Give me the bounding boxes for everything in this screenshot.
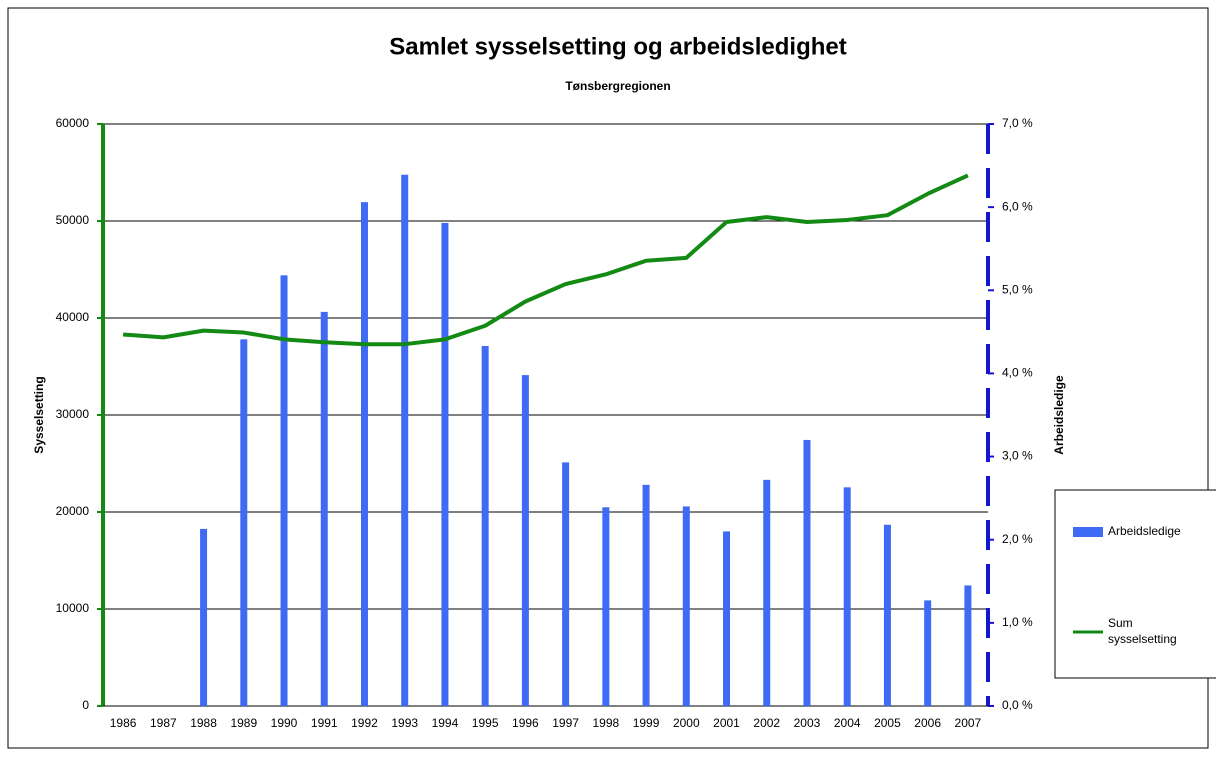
x-tick-label: 2004 [834,716,861,730]
y2-tick-label: 7,0 % [1002,116,1033,130]
x-tick-label: 1986 [110,716,137,730]
y2-tick-label: 4,0 % [1002,366,1033,380]
bar [320,311,328,706]
bar [280,275,288,706]
y-tick-label: 40000 [56,310,90,324]
bar [441,222,449,706]
x-tick-label: 1995 [472,716,499,730]
x-tick-label: 2006 [914,716,941,730]
x-tick-label: 1990 [271,716,298,730]
bar [723,531,731,706]
x-tick-label: 1997 [552,716,579,730]
x-tick-label: 2002 [753,716,780,730]
bar [360,202,368,706]
x-tick-label: 1993 [391,716,418,730]
y-tick-label: 50000 [56,213,90,227]
legend-box [1054,489,1216,679]
chart-subtitle: Tønsbergregionen [565,79,670,93]
chart-title: Samlet sysselsetting og arbeidsledighet [389,33,846,60]
x-tick-label: 1994 [432,716,459,730]
bar [481,345,489,706]
y-tick-label: 0 [82,698,89,712]
x-tick-label: 1987 [150,716,177,730]
y-tick-label: 60000 [56,116,90,130]
bar [803,439,811,706]
y2-tick-label: 3,0 % [1002,449,1033,463]
bar [763,479,771,706]
y2-tick-label: 6,0 % [1002,199,1033,213]
x-tick-label: 2003 [794,716,821,730]
x-tick-label: 1991 [311,716,338,730]
bar [240,339,248,706]
y2-axis-label: Arbeidsledige [1052,375,1066,455]
legend-label: Arbeidsledige [1108,524,1181,538]
bar [883,524,891,706]
legend-swatch [1073,527,1103,537]
y-tick-label: 20000 [56,504,90,518]
x-tick-label: 2000 [673,716,700,730]
bar [924,600,932,706]
x-tick-label: 1998 [592,716,619,730]
y-tick-label: 10000 [56,601,90,615]
x-tick-label: 1996 [512,716,539,730]
bar [521,375,529,706]
x-tick-label: 1988 [190,716,217,730]
y2-tick-label: 2,0 % [1002,532,1033,546]
x-tick-label: 2007 [955,716,982,730]
bar [843,487,851,706]
bar [682,506,690,706]
bar [562,462,570,706]
bar [200,528,208,706]
y-axis-label: Sysselsetting [32,376,46,453]
legend-label: Sum sysselsetting [1108,616,1177,646]
bar [964,585,972,706]
bar [602,507,610,706]
y2-tick-label: 5,0 % [1002,282,1033,296]
x-tick-label: 2005 [874,716,901,730]
x-tick-label: 1999 [633,716,660,730]
y2-tick-label: 1,0 % [1002,615,1033,629]
y2-tick-label: 0,0 % [1002,698,1033,712]
line-series [122,173,969,347]
x-tick-label: 1989 [230,716,257,730]
y-tick-label: 30000 [56,407,90,421]
bar [642,484,650,706]
bar [401,174,409,706]
x-tick-label: 2001 [713,716,740,730]
x-tick-label: 1992 [351,716,378,730]
